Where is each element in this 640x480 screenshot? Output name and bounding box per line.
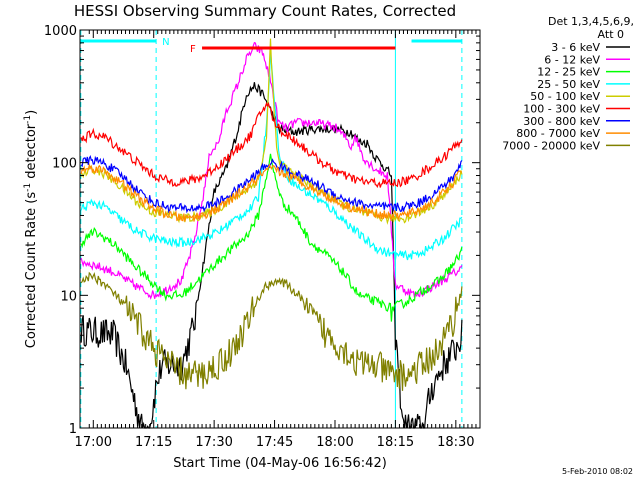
flag-label-n: N: [162, 37, 169, 48]
series-line-6: [80, 101, 463, 189]
y-tick-label: 10: [60, 289, 77, 304]
legend-header-line-2: Att 0: [598, 28, 624, 41]
series-line-8: [80, 162, 462, 222]
legend-entry-6: 100 - 300 keV: [523, 103, 600, 116]
axes: 1 10 100 1000 17:00 17:15 17:30 17:45 18:00 18:15…: [44, 24, 480, 450]
x-axis-label: Start Time (04-May-06 16:56:42): [173, 456, 387, 471]
series-line-9: [80, 271, 463, 391]
series-line-4: [80, 51, 463, 261]
y-tick-label: 100: [52, 157, 77, 172]
y-axis-label: Corrected Count Rate (s-1 detector-1): [23, 110, 39, 348]
series-line-2: [80, 41, 463, 300]
x-tick-label: 18:30: [437, 435, 474, 450]
series-line-3: [80, 153, 463, 322]
legend-entry-9: 7000 - 20000 keV: [502, 139, 600, 152]
legend-entry-2: 6 - 12 keV: [544, 53, 600, 66]
x-tick-label: 17:45: [256, 435, 293, 450]
x-tick-label: 17:30: [195, 435, 232, 450]
plot-content: NF: [80, 30, 463, 429]
y-tick-label: 1: [69, 422, 77, 437]
legend-entry-8: 800 - 7000 keV: [516, 127, 600, 140]
x-tick-label: 17:00: [75, 435, 112, 450]
legend-entry-7: 300 - 800 keV: [523, 115, 600, 128]
legend-header-line-1: Det 1,3,4,5,6,9,: [548, 15, 634, 28]
x-tick-label: 17:15: [135, 435, 172, 450]
plot-frame: [79, 29, 481, 429]
series-line-7: [80, 154, 463, 214]
flag-label-f: F: [190, 44, 196, 55]
legend-entry-4: 25 - 50 keV: [537, 78, 600, 91]
footer-timestamp: 5-Feb-2010 08:02: [562, 467, 633, 476]
legend-entry-5: 50 - 100 keV: [530, 90, 600, 103]
y-tick-label: 1000: [44, 24, 77, 39]
x-tick-label: 18:15: [377, 435, 414, 450]
legend-entry-3: 12 - 25 keV: [537, 66, 600, 79]
x-tick-label: 18:00: [316, 435, 353, 450]
legend-entry-1: 3 - 6 keV: [551, 41, 600, 54]
chart-title: HESSI Observing Summary Count Rates, Cor…: [74, 2, 456, 20]
series-line-5: [80, 38, 463, 225]
